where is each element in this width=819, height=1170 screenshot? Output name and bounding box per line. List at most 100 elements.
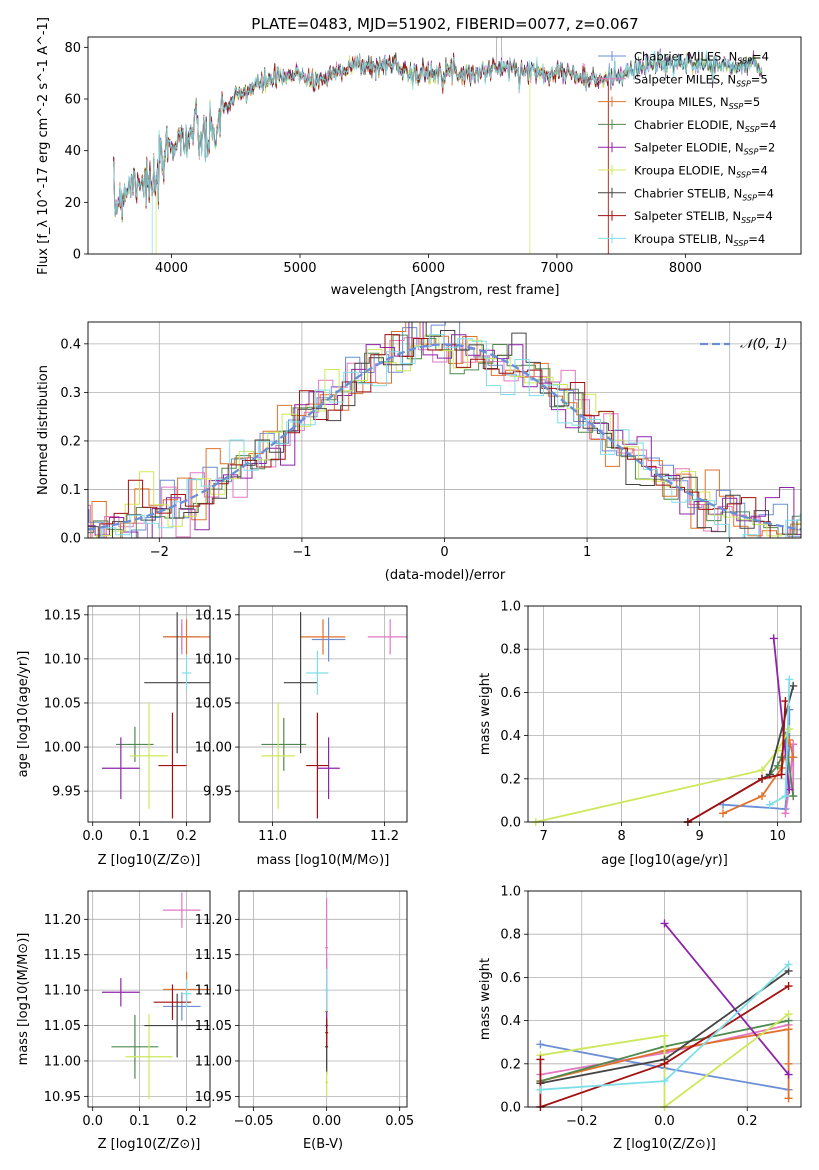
residual-histogram-step: [88, 322, 801, 538]
mass-weight-marker: [660, 1059, 669, 1068]
panel-age_vs_Z: 0.0 0.1 0.2 9.95 10.00 10.05 10.10 10.15: [44, 605, 211, 844]
legend-nssp-subscript: SSP: [741, 216, 756, 225]
residual-histogram-step: [88, 334, 801, 538]
residual-histogram-step: [88, 337, 801, 538]
y-tick-label: 60: [64, 93, 81, 108]
legend-nssp-value: 4: [765, 209, 772, 223]
x-tick-label: 4000: [155, 261, 188, 276]
x-tick-label: 8000: [669, 261, 702, 276]
legend-nssp-subscript: SSP: [734, 239, 749, 248]
y-tick-label: 11.10: [195, 984, 232, 999]
mass-weight-marker: [784, 982, 793, 991]
mass-weight-marker: [785, 675, 794, 684]
mass-weight-line: [663, 922, 790, 1076]
legend-nssp-value: 5: [753, 95, 760, 109]
x-axis-label: (data-model)/error: [385, 568, 506, 583]
x-tick-label: 6000: [412, 261, 445, 276]
y-tick-label: 11.00: [44, 1054, 81, 1069]
legend-model-name: Kroupa MILES: [634, 95, 713, 109]
y-tick-label: 0.8: [500, 928, 521, 943]
legend-nssp-subscript: SSP: [737, 57, 752, 66]
model-spectrum-line: [113, 50, 763, 254]
x-tick-label: 7000: [540, 261, 573, 276]
x-tick-label: 10: [769, 829, 786, 844]
x-tick-label: 2: [726, 545, 734, 560]
y-tick-label: 9.95: [52, 785, 81, 800]
y-tick-label: 11.05: [195, 1019, 232, 1034]
legend-nssp-prefix: , N: [721, 50, 737, 64]
mass-weight-marker: [789, 753, 798, 762]
axes-frame: [87, 890, 211, 1108]
legend-nssp-eq: =: [756, 209, 766, 223]
y-tick-label: 80: [64, 41, 81, 56]
mass-weight-marker: [785, 785, 794, 794]
y-tick-label: 0.4: [60, 337, 81, 352]
y-axis-label: mass weight: [478, 673, 493, 755]
legend-nssp-value: 2: [768, 141, 775, 155]
legend-nssp-prefix: , N: [718, 232, 734, 246]
x-tick-label: −1: [292, 545, 311, 560]
legend-nssp-prefix: , N: [729, 118, 745, 132]
mass-weight-marker: [536, 1055, 545, 1064]
y-tick-label: 11.15: [44, 948, 81, 963]
y-tick-label: 11.00: [195, 1054, 232, 1069]
x-axis-label: Z [log10(Z/Z⊙)]: [98, 1137, 201, 1152]
y-tick-label: 10.15: [195, 608, 232, 623]
mass-weight-marker: [784, 1010, 793, 1019]
x-axis-label: E(B-V): [303, 1137, 343, 1152]
normal-reference-curve: [88, 343, 801, 531]
x-tick-label: 0.1: [129, 1114, 150, 1129]
y-tick-label: 11.05: [44, 1019, 81, 1034]
y-tick-label: 0.6: [500, 971, 521, 986]
mass-weight-marker: [789, 681, 798, 690]
legend-nssp-prefix: , N: [720, 72, 736, 86]
panel-age_vs_mass: 11.0 11.2 9.95 10.00 10.05 10.10 10.15: [195, 605, 408, 844]
panel-residual_histogram: −2 −1 0 1 2 0.0 0.1 0.2 0.3 0.4: [60, 321, 802, 560]
mass-weight-marker: [769, 634, 778, 643]
y-tick-label: 10.10: [195, 652, 232, 667]
x-tick-label: −0.2: [566, 1114, 598, 1129]
mass-weight-marker: [785, 725, 794, 734]
legend-nssp-value: 4: [760, 164, 767, 178]
y-tick-label: 9.95: [203, 785, 232, 800]
mass-weight-line: [687, 700, 787, 822]
legend-nssp-subscript: SSP: [742, 193, 757, 202]
legend-nssp-value: 5: [760, 72, 767, 86]
model-spectrum-line: [113, 55, 609, 254]
y-tick-label: 1.0: [500, 885, 521, 900]
mass-weight-marker: [660, 1077, 669, 1086]
mass-weight-marker: [773, 761, 782, 770]
legend-model-name: Salpeter MILES: [634, 72, 720, 86]
legend-nssp-eq: =: [760, 118, 770, 132]
y-tick-label: 10.05: [44, 696, 81, 711]
y-tick-label: 10.00: [195, 741, 232, 756]
mass-weight-marker: [777, 770, 786, 779]
mass-weight-marker: [784, 960, 793, 969]
panel-spectrum: 4000 5000 6000 7000 8000 0 20 40 60 80: [64, 36, 802, 276]
x-tick-label: −0.05: [234, 1114, 274, 1129]
y-tick-label: 10.15: [44, 608, 81, 623]
mass-weight-marker: [781, 809, 790, 818]
x-tick-label: 7: [539, 829, 547, 844]
legend-nssp-subscript: SSP: [729, 102, 744, 111]
legend-nssp-subscript: SSP: [736, 171, 751, 180]
y-tick-label: 0.0: [500, 816, 521, 831]
chart-title: PLATE=0483, MJD=51902, FIBERID=0077, z=0…: [251, 15, 638, 33]
mass-weight-marker: [784, 1059, 793, 1068]
legend-entry: Chabrier MILES, NSSP=4: [634, 50, 769, 66]
x-axis-label: Z [log10(Z/Z⊙)]: [98, 853, 201, 868]
y-tick-label: 0.0: [60, 532, 81, 547]
legend-entry: Salpeter STELIB, NSSP=4: [634, 209, 773, 225]
legend-nssp-value: 4: [758, 232, 765, 246]
legend-nssp-eq: =: [758, 141, 768, 155]
y-tick-label: 0.2: [60, 434, 81, 449]
mass-weight-marker: [758, 792, 766, 801]
y-tick-label: 0.1: [60, 483, 81, 498]
mass-weight-marker: [765, 800, 774, 809]
legend-entry: Chabrier ELODIE, NSSP=4: [634, 118, 776, 134]
legend-nssp-prefix: , N: [725, 209, 741, 223]
x-tick-label: 0.0: [82, 829, 103, 844]
legend-entry: Chabrier STELIB, NSSP=4: [634, 186, 774, 202]
